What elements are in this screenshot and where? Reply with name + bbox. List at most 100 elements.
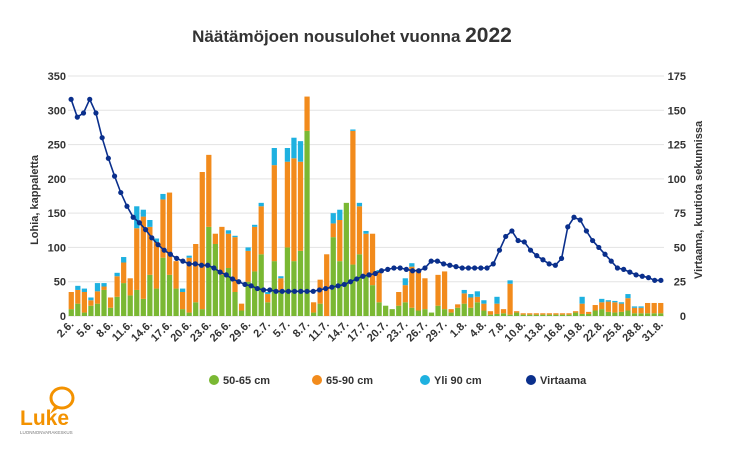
bar-segment-65-90-cm: [494, 303, 500, 314]
bar-segment-65-90-cm: [160, 199, 166, 258]
bar-segment-50-65-cm: [514, 312, 520, 316]
bar-segment-50-65-cm: [225, 268, 232, 316]
flow-line-series: [68, 96, 664, 294]
bar-segment-50-65-cm: [186, 312, 192, 316]
bar-segment-65-90-cm: [94, 291, 101, 304]
flow-point: [496, 247, 503, 253]
x-tick-label: 26.6.: [208, 319, 234, 345]
bar-segment-yli-90-cm: [225, 230, 232, 234]
flow-point: [105, 155, 111, 161]
bar-segment-50-65-cm: [232, 292, 238, 316]
bar-segment-65-90-cm: [291, 158, 297, 262]
x-tick-label: 31.8.: [640, 319, 666, 345]
bar-segment-50-65-cm: [252, 271, 258, 316]
bar-segment-65-90-cm: [304, 96, 310, 131]
bar-segment-yli-90-cm: [284, 148, 291, 162]
bar-segment-65-90-cm: [441, 271, 448, 310]
bar-segment-65-90-cm: [599, 302, 605, 310]
bar-segment-65-90-cm: [297, 161, 304, 251]
flow-point: [248, 283, 254, 289]
y-left-tick-label: 100: [48, 242, 66, 254]
flow-point: [260, 287, 267, 293]
bar-segment-yli-90-cm: [94, 283, 101, 292]
chart-title-text: Näätämöjoen nousulohet vuonna: [192, 27, 465, 46]
bar-segment-65-90-cm: [553, 313, 559, 315]
x-tick-label: 13.8.: [522, 319, 548, 345]
bar-segment-yli-90-cm: [291, 137, 297, 159]
flow-point: [527, 247, 534, 253]
flow-point: [571, 214, 577, 220]
x-tick-label: 11.6.: [110, 319, 135, 344]
y-left-tick-label: 0: [60, 311, 66, 323]
flow-point: [658, 277, 664, 283]
bar-segment-50-65-cm: [651, 313, 657, 316]
bar-segment-65-90-cm: [468, 297, 474, 308]
bar-segment-65-90-cm: [199, 172, 205, 310]
bar-segment-yli-90-cm: [245, 247, 251, 251]
x-tick-label: 14.6.: [129, 319, 155, 345]
flow-point: [68, 96, 74, 102]
bar-segment-50-65-cm: [572, 312, 579, 316]
bar-segment-65-90-cm: [612, 302, 618, 313]
flow-point: [422, 265, 428, 271]
bar-segment-yli-90-cm: [330, 213, 336, 224]
bar-segment-50-65-cm: [533, 314, 539, 316]
flow-point: [633, 272, 639, 278]
chart-title: Näätämöjoen nousulohet vuonna 2022: [192, 24, 512, 47]
x-tick-label: 23.6.: [188, 319, 214, 345]
x-tick-label: 20.7.: [365, 319, 391, 345]
bar-segment-65-90-cm: [645, 302, 651, 314]
bar-segment-65-90-cm: [121, 262, 127, 284]
bar-segment-yli-90-cm: [153, 238, 160, 242]
x-tick-label: 17.6.: [149, 319, 175, 345]
bar-segment-65-90-cm: [278, 278, 284, 292]
flow-point: [465, 265, 472, 271]
x-tick-label: 11.7.: [306, 319, 331, 344]
bar-segment-50-65-cm: [618, 311, 625, 316]
legend-label: 50-65 cm: [223, 375, 270, 387]
flow-point: [279, 288, 285, 294]
flow-point: [521, 239, 527, 245]
bar-segment-65-90-cm: [68, 292, 74, 310]
y-axis-right: 0 25 50 75 100 125 150 175: [668, 71, 686, 323]
x-tick-label: 5.7.: [271, 319, 292, 340]
flow-point: [186, 261, 192, 267]
bar-segment-65-90-cm: [592, 305, 598, 311]
flow-point: [254, 285, 260, 292]
bar-segment-65-90-cm: [520, 313, 526, 315]
bar-segment-50-65-cm: [415, 310, 422, 316]
bar-segment-50-65-cm: [310, 312, 317, 316]
bar-segment-yli-90-cm: [81, 288, 87, 292]
x-tick-label: 29.7.: [424, 319, 450, 345]
flow-point: [478, 265, 484, 271]
bar-segment-65-90-cm: [559, 313, 566, 315]
bar-segment-50-65-cm: [409, 307, 415, 316]
bar-segment-65-90-cm: [409, 266, 415, 308]
bar-segment-65-90-cm: [605, 301, 611, 312]
flow-point: [242, 281, 248, 288]
bar-segment-yli-90-cm: [140, 209, 146, 217]
bar-segment-65-90-cm: [232, 237, 238, 292]
y-axis-right-title: Virtaama, kuutiota sekunnissa: [693, 120, 705, 279]
x-tick-label: 19.8.: [561, 319, 587, 345]
bar-segment-50-65-cm: [507, 314, 513, 316]
bar-segment-50-65-cm: [350, 264, 356, 316]
flow-point: [329, 284, 335, 290]
bar-segment-yli-90-cm: [507, 280, 513, 284]
bar-segment-65-90-cm: [363, 233, 369, 275]
bar-segment-65-90-cm: [631, 307, 638, 314]
bar-segment-65-90-cm: [219, 226, 225, 275]
flow-point: [453, 264, 459, 270]
bar-segment-50-65-cm: [481, 310, 487, 316]
bar-segment-65-90-cm: [212, 233, 218, 244]
bar-segment-yli-90-cm: [356, 202, 363, 207]
bar-segment-65-90-cm: [88, 300, 94, 306]
flow-point: [596, 244, 602, 251]
bar-segment-yli-90-cm: [625, 294, 631, 299]
bar-segment-50-65-cm: [297, 250, 304, 316]
bar-segment-65-90-cm: [651, 302, 657, 314]
bar-segment-65-90-cm: [114, 276, 120, 297]
flow-point: [174, 255, 180, 261]
bar-segment-50-65-cm: [612, 312, 618, 316]
